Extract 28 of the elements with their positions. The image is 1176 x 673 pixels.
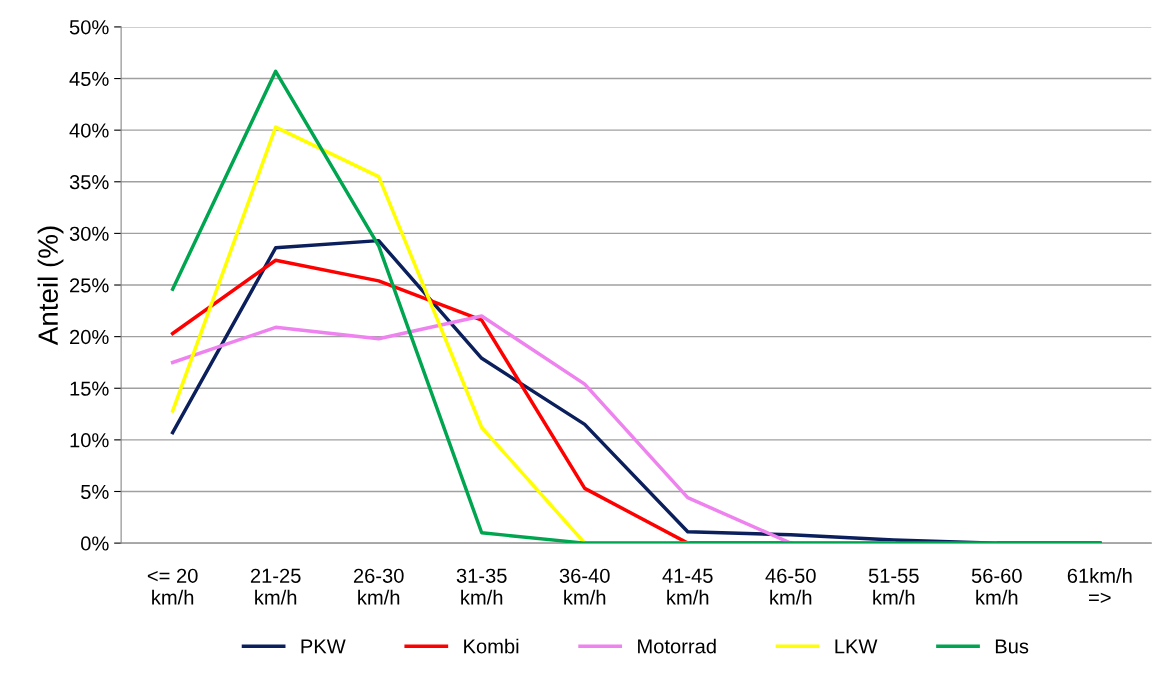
x-tick-label: 26-30 km/h bbox=[353, 568, 404, 605]
y-tick-label: 10% bbox=[70, 433, 109, 448]
legend-label: Bus bbox=[995, 639, 1029, 654]
legend-label: LKW bbox=[835, 639, 878, 654]
legend-label: Kombi bbox=[464, 638, 519, 654]
x-tick-label: 46-50 km/h bbox=[765, 568, 816, 605]
x-tick-label: 56-60 km/h bbox=[971, 568, 1022, 605]
legend-label: Motorrad bbox=[638, 638, 716, 654]
y-tick-label: 25% bbox=[70, 278, 109, 293]
y-tick-label: 0% bbox=[81, 536, 109, 551]
x-tick-label: 41-45 km/h bbox=[662, 568, 713, 605]
y-tick-label: 35% bbox=[69, 175, 109, 190]
y-axis-title: Anteil (%) bbox=[37, 226, 64, 346]
x-tick-label: 61km/h => bbox=[1067, 568, 1132, 603]
legend-label: PKW bbox=[301, 639, 346, 654]
y-tick-label: 50% bbox=[69, 20, 109, 35]
y-tick-label: 40% bbox=[69, 123, 109, 138]
y-tick-label: 5% bbox=[81, 484, 109, 499]
x-tick-label: 21-25 km/h bbox=[250, 568, 301, 605]
y-tick-label: 20% bbox=[70, 329, 109, 345]
y-tick-label: 45% bbox=[69, 71, 109, 87]
x-tick-label: 36-40 km/h bbox=[559, 568, 610, 605]
y-tick-label: 15% bbox=[70, 381, 109, 396]
x-tick-label: <= 20 km/h bbox=[147, 568, 198, 605]
y-tick-label: 30% bbox=[69, 226, 109, 241]
x-tick-label: 31-35 km/h bbox=[456, 568, 507, 605]
x-tick-label: 51-55 km/h bbox=[868, 568, 919, 605]
line-series bbox=[170, 69, 1102, 544]
